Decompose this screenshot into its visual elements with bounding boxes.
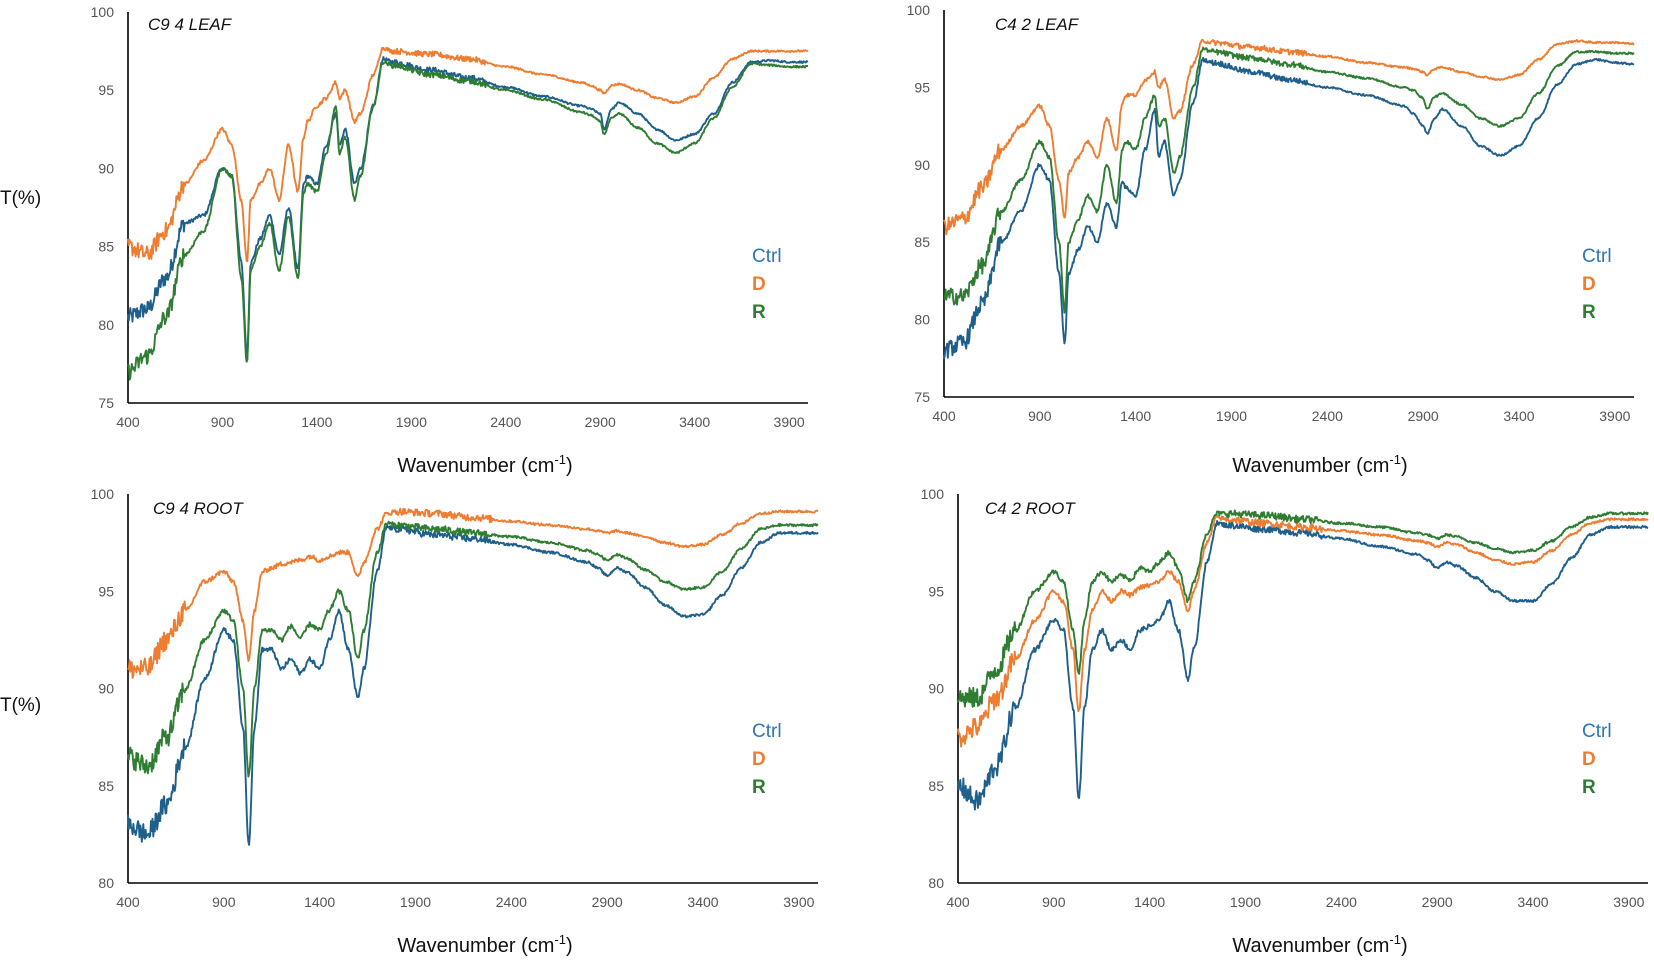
x-tick-label: 1400: [1134, 894, 1165, 910]
y-tick-label: 95: [928, 583, 944, 599]
x-tick-label: 400: [116, 894, 140, 910]
series-line-ctrl: [943, 56, 1635, 360]
x-tick-label: 900: [212, 894, 236, 910]
x-tick-label: 2400: [496, 894, 527, 910]
series-line-ctrl: [127, 56, 809, 358]
x-tick-label: 2400: [1326, 894, 1357, 910]
x-tick-label: 3400: [1503, 408, 1534, 424]
x-tick-label: 3900: [1613, 894, 1644, 910]
x-tick-label: 2900: [585, 414, 616, 430]
x-tick-label: 1900: [1230, 894, 1261, 910]
y-tick-label: 75: [98, 395, 114, 411]
y-tick-label: 80: [98, 317, 114, 333]
x-tick-label: 1900: [396, 414, 427, 430]
y-tick-label: 80: [914, 312, 930, 328]
series-line-r: [957, 509, 1649, 708]
legend-entry-r: R: [752, 302, 766, 323]
legend-entry-ctrl: Ctrl: [752, 721, 782, 742]
x-tick-label: 2400: [1312, 408, 1343, 424]
x-tick-label: 3400: [679, 414, 710, 430]
x-tick-label: 900: [1042, 894, 1066, 910]
x-tick-label: 3900: [1599, 408, 1630, 424]
x-tick-label: 900: [211, 414, 235, 430]
x-tick-label: 400: [116, 414, 140, 430]
x-tick-label: 1900: [1216, 408, 1247, 424]
x-tick-label: 3900: [774, 414, 805, 430]
y-tick-label: 85: [914, 234, 930, 250]
x-axis-title: Wavenumber (cm-1): [1232, 932, 1407, 957]
legend-entry-ctrl: Ctrl: [752, 246, 782, 267]
panel-title: C9 4 LEAF: [148, 15, 233, 34]
y-tick-label: 100: [91, 4, 115, 20]
legend-entry-ctrl: Ctrl: [1582, 246, 1612, 267]
y-tick-label: 95: [98, 82, 114, 98]
legend-entry-d: D: [1582, 749, 1596, 770]
panel-c4-2-leaf: 75 80 85 90 95 100 400 900 1400 1900 2400 2900 3400 3…: [907, 2, 1635, 477]
x-tick-label: 1400: [301, 414, 332, 430]
x-axis-title: Wavenumber (cm-1): [397, 452, 572, 477]
legend-entry-r: R: [752, 777, 766, 798]
x-tick-label: 3400: [1517, 894, 1548, 910]
panel-c9-4-leaf: 75 80 85 90 95 100 400 900 1400 1900 2400 2900 3400 3…: [91, 4, 809, 477]
y-tick-label: 75: [914, 389, 930, 405]
x-tick-label: 2900: [1408, 408, 1439, 424]
legend-entry-ctrl: Ctrl: [1582, 721, 1612, 742]
x-axis-title: Wavenumber (cm-1): [397, 932, 572, 957]
y-tick-label: 85: [928, 778, 944, 794]
panel-c4-2-root: 80 85 90 95 100 400 900 1400 1900 2400 2900 3400 390…: [921, 486, 1649, 957]
y-tick-label: 90: [914, 157, 930, 173]
legend-entry-d: D: [752, 749, 766, 770]
y-tick-label: 90: [98, 160, 114, 176]
y-tick-label: 90: [928, 681, 944, 697]
x-tick-label: 3900: [783, 894, 814, 910]
y-axis-label-top: T(%): [0, 188, 41, 209]
y-tick-label: 85: [98, 778, 114, 794]
series-line-d: [127, 507, 819, 679]
y-tick-label: 100: [921, 486, 945, 502]
x-tick-label: 3400: [687, 894, 718, 910]
legend-entry-r: R: [1582, 777, 1596, 798]
panel-title: C9 4 ROOT: [153, 499, 244, 518]
x-tick-label: 1900: [400, 894, 431, 910]
x-tick-label: 400: [932, 408, 956, 424]
x-tick-label: 1400: [1120, 408, 1151, 424]
x-tick-label: 2900: [592, 894, 623, 910]
y-tick-label: 100: [91, 486, 115, 502]
y-tick-label: 80: [98, 875, 114, 891]
panel-title: C4 2 ROOT: [985, 499, 1076, 518]
x-tick-label: 400: [946, 894, 970, 910]
y-tick-label: 90: [98, 681, 114, 697]
panel-title: C4 2 LEAF: [995, 15, 1080, 34]
series-line-r: [127, 59, 809, 381]
y-axis-label-bottom: T(%): [0, 695, 41, 716]
legend-entry-r: R: [1582, 302, 1596, 323]
x-axis-title: Wavenumber (cm-1): [1232, 452, 1407, 477]
series-line-d: [943, 38, 1635, 236]
x-tick-label: 2400: [490, 414, 521, 430]
x-tick-label: 1400: [304, 894, 335, 910]
x-tick-label: 900: [1028, 408, 1052, 424]
series-line-r: [943, 46, 1635, 314]
y-tick-label: 85: [98, 239, 114, 255]
legend-entry-d: D: [752, 274, 766, 295]
series-line-ctrl: [127, 524, 819, 846]
series-line-d: [127, 46, 809, 263]
y-tick-label: 95: [914, 79, 930, 95]
y-tick-label: 95: [98, 583, 114, 599]
legend-entry-d: D: [1582, 274, 1596, 295]
y-tick-label: 80: [928, 875, 944, 891]
series-line-ctrl: [957, 520, 1649, 811]
series-line-r: [127, 520, 819, 778]
x-tick-label: 2900: [1422, 894, 1453, 910]
series-line-d: [957, 514, 1649, 748]
panel-c9-4-root: 80 85 90 95 100 400 900 1400 1900 2400 2900 3400 390…: [91, 486, 819, 957]
y-tick-label: 100: [907, 2, 931, 18]
